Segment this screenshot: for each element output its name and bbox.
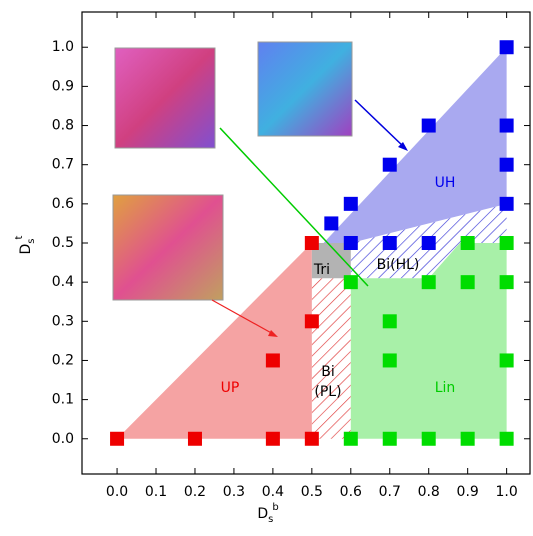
marker xyxy=(343,275,358,290)
region-label: (PL) xyxy=(314,384,341,400)
marker xyxy=(499,236,514,250)
x-label-sup: b xyxy=(272,502,278,513)
y-label-sub: s xyxy=(26,238,37,243)
regions: UP Lin UH Tri Bi(HL) Bi (PL) xyxy=(117,47,507,439)
y-tick-label: 0.9 xyxy=(52,78,74,94)
marker xyxy=(343,196,358,211)
marker xyxy=(421,275,436,290)
marker xyxy=(343,236,358,250)
marker xyxy=(382,431,397,446)
y-tick-label: 1.0 xyxy=(52,39,74,55)
x-label-sub: s xyxy=(268,514,273,525)
inset-image xyxy=(114,47,216,149)
arrowhead xyxy=(268,330,278,337)
marker xyxy=(421,118,436,133)
marker xyxy=(499,431,514,446)
region-label: UP xyxy=(221,380,240,396)
region-label: Bi xyxy=(321,364,335,380)
phase-region xyxy=(117,243,312,439)
arrow xyxy=(354,99,406,149)
marker xyxy=(304,236,319,250)
y-label-sup: t xyxy=(14,235,25,239)
marker xyxy=(304,314,319,329)
insets xyxy=(112,41,408,337)
marker xyxy=(460,275,475,290)
y-axis-label: Dst xyxy=(14,235,37,254)
y-tick-label: 0.8 xyxy=(52,118,74,134)
x-tick-label: 0.0 xyxy=(106,484,128,500)
marker xyxy=(382,236,397,250)
marker xyxy=(421,431,436,446)
x-tick-label: 0.6 xyxy=(340,484,362,500)
marker xyxy=(499,196,514,211)
x-tick-label: 0.7 xyxy=(379,484,401,500)
region-label: Tri xyxy=(313,262,330,278)
y-tick-label: 0.2 xyxy=(52,352,74,368)
x-tick-label: 0.8 xyxy=(418,484,440,500)
marker xyxy=(499,275,514,290)
x-tick-label: 0.5 xyxy=(301,484,323,500)
phase-region xyxy=(350,243,507,439)
y-label-base: D xyxy=(18,244,34,255)
y-tick-label: 0.6 xyxy=(52,196,74,212)
y-tick-label: 0.0 xyxy=(52,431,74,447)
marker xyxy=(499,157,514,172)
arrow xyxy=(211,299,276,336)
x-tick-label: 0.2 xyxy=(184,484,206,500)
marker xyxy=(499,118,514,133)
marker xyxy=(110,431,125,446)
marker xyxy=(265,353,280,368)
arrowhead xyxy=(398,142,408,151)
region-label: Bi(HL) xyxy=(377,257,420,273)
marker xyxy=(499,353,514,368)
y-tick-label: 0.7 xyxy=(52,157,74,173)
marker xyxy=(343,431,358,446)
region-label: UH xyxy=(435,175,456,191)
y-tick-label: 0.5 xyxy=(52,235,74,251)
inset-image xyxy=(257,41,353,137)
y-tick-label: 0.4 xyxy=(52,274,74,290)
y-tick-label: 0.1 xyxy=(52,392,74,408)
x-tick-label: 1.0 xyxy=(495,484,517,500)
arrow xyxy=(219,127,369,287)
marker xyxy=(382,353,397,368)
x-tick-label: 0.4 xyxy=(262,484,284,500)
marker xyxy=(265,431,280,446)
region-label: Lin xyxy=(435,380,456,396)
marker xyxy=(499,40,514,55)
x-label-base: D xyxy=(257,506,268,522)
marker xyxy=(382,314,397,329)
x-tick-label: 0.9 xyxy=(457,484,479,500)
marker xyxy=(304,431,319,446)
x-tick-label: 0.1 xyxy=(145,484,167,500)
marker xyxy=(421,236,436,250)
phase-region xyxy=(311,243,351,279)
marker xyxy=(460,236,475,250)
marker xyxy=(460,431,475,446)
phase-region xyxy=(323,47,507,243)
x-axis-label: Dsb xyxy=(257,502,278,525)
x-tick-label: 0.3 xyxy=(223,484,245,500)
inset-image xyxy=(112,194,224,301)
y-tick-label: 0.3 xyxy=(52,313,74,329)
marker xyxy=(187,431,202,446)
markers xyxy=(110,40,514,446)
marker xyxy=(382,157,397,172)
phase-region xyxy=(311,278,351,439)
marker xyxy=(324,216,339,231)
